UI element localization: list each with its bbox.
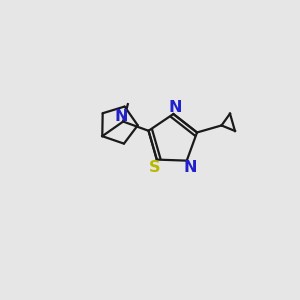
Text: S: S <box>149 160 160 175</box>
Text: N: N <box>168 100 182 115</box>
Text: N: N <box>183 160 196 175</box>
Text: N: N <box>115 109 128 124</box>
